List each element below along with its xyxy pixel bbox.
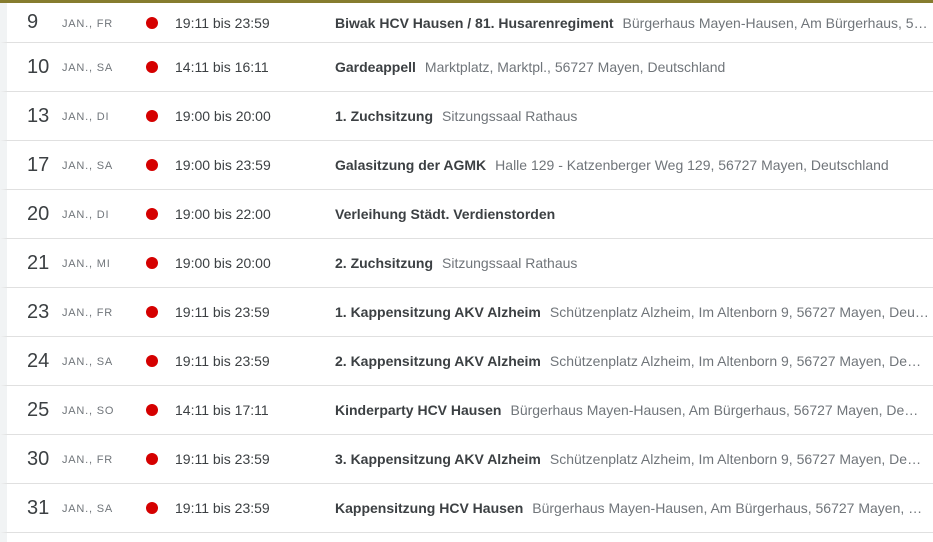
event-details[interactable]: Kinderparty HCV Hausen Bürgerhaus Mayen-H…	[335, 402, 933, 418]
event-day-number: 13	[27, 104, 50, 127]
calendar-color-dot-icon	[146, 404, 158, 416]
event-day-number: 9	[27, 11, 39, 33]
event-details[interactable]: Verleihung Städt. Verdienstorden	[335, 206, 933, 222]
event-details[interactable]: 2. Zuchsitzung Sitzungssaal Rathaus	[335, 255, 933, 271]
event-day-number: 17	[27, 153, 50, 176]
event-title: Gardeappell	[335, 59, 416, 75]
event-title: Kinderparty HCV Hausen	[335, 402, 502, 418]
event-weekday-label: JAN., SA	[62, 160, 114, 172]
event-location: Bürgerhaus Mayen-Hausen, Am Bürgerhaus, …	[510, 402, 919, 418]
event-time-range: 19:11 bis 23:59	[175, 14, 270, 31]
calendar-color-dot-icon	[146, 110, 158, 122]
event-row[interactable]: 30 JAN., FR 19:11 bis 23:59 3. Kappensit…	[0, 435, 933, 484]
calendar-color-dot-icon	[146, 159, 158, 171]
event-weekday-label: JAN., SA	[62, 356, 114, 368]
event-weekday-label: JAN., SO	[62, 405, 115, 417]
event-time-range: 14:11 bis 17:11	[175, 402, 269, 418]
event-row[interactable]: 9 JAN., FR 19:11 bis 23:59 Biwak HCV Hau…	[0, 3, 933, 43]
event-weekday-label: JAN., DI	[62, 209, 110, 221]
event-location: Sitzungssaal Rathaus	[442, 108, 578, 124]
event-location: Bürgerhaus Mayen-Hausen, Am Bürgerhaus, …	[532, 500, 923, 516]
event-row[interactable]: 10 JAN., SA 14:11 bis 16:11 Gardeappell M…	[0, 43, 933, 92]
event-time-range: 19:00 bis 20:00	[175, 108, 271, 124]
event-day-number: 31	[27, 496, 50, 519]
top-accent-bar	[0, 0, 933, 3]
event-location: Halle 129 - Katzenberger Weg 129, 56727 …	[495, 157, 889, 173]
schedule-event-list: 9 JAN., FR 19:11 bis 23:59 Biwak HCV Hau…	[0, 3, 933, 533]
event-location: Sitzungssaal Rathaus	[442, 255, 578, 271]
calendar-color-dot-icon	[146, 306, 158, 318]
event-title: Kappensitzung HCV Hausen	[335, 500, 524, 516]
event-location: Marktplatz, Marktpl., 56727 Mayen, Deuts…	[424, 59, 726, 75]
event-weekday-label: JAN., FR	[62, 17, 114, 30]
event-details[interactable]: 1. Zuchsitzung Sitzungssaal Rathaus	[335, 108, 933, 124]
event-time-range: 19:11 bis 23:59	[175, 304, 270, 320]
event-title: 3. Kappensitzung AKV Alzheim	[335, 451, 541, 467]
event-title: 1. Kappensitzung AKV Alzheim	[335, 304, 541, 320]
event-weekday-label: JAN., DI	[62, 111, 110, 123]
event-title: 2. Kappensitzung AKV Alzheim	[335, 353, 541, 369]
event-details[interactable]: 3. Kappensitzung AKV Alzheim Schützenplat…	[335, 451, 933, 467]
event-day-number: 25	[27, 398, 50, 421]
event-title: 1. Zuchsitzung	[335, 108, 433, 124]
event-time-range: 19:11 bis 23:59	[175, 353, 270, 369]
event-details[interactable]: Biwak HCV Hausen / 81. Husarenregiment Bü…	[335, 15, 933, 31]
event-row[interactable]: 24 JAN., SA 19:11 bis 23:59 2. Kappensit…	[0, 337, 933, 386]
event-day-number: 21	[27, 251, 50, 274]
event-day-number: 23	[27, 300, 50, 323]
event-time-range: 14:11 bis 16:11	[175, 59, 269, 75]
calendar-color-dot-icon	[146, 16, 158, 29]
event-weekday-label: JAN., SA	[62, 62, 114, 74]
event-row[interactable]: 31 JAN., SA 19:11 bis 23:59 Kappensitzun…	[0, 484, 933, 533]
event-details[interactable]: 2. Kappensitzung AKV Alzheim Schützenplat…	[335, 353, 933, 369]
event-time-range: 19:00 bis 22:00	[175, 206, 271, 222]
event-day-number: 30	[27, 447, 50, 470]
event-row[interactable]: 25 JAN., SO 14:11 bis 17:11 Kinderparty …	[0, 386, 933, 435]
event-title: Biwak HCV Hausen / 81. Husarenregiment	[335, 14, 614, 31]
event-details[interactable]: Kappensitzung HCV Hausen Bürgerhaus Mayen…	[335, 500, 933, 516]
event-details[interactable]: Gardeappell Marktplatz, Marktpl., 56727 M…	[335, 59, 933, 75]
event-time-range: 19:00 bis 23:59	[175, 157, 271, 173]
event-details[interactable]: 1. Kappensitzung AKV Alzheim Schützenplat…	[335, 304, 933, 320]
event-location: Schützenplatz Alzheim, Im Altenborn 9, 5…	[549, 451, 922, 467]
event-row[interactable]: 23 JAN., FR 19:11 bis 23:59 1. Kappensit…	[0, 288, 933, 337]
bottom-sliver	[0, 533, 933, 542]
event-time-range: 19:00 bis 20:00	[175, 255, 271, 271]
event-location: Schützenplatz Alzheim, Im Altenborn 9, 5…	[549, 304, 929, 320]
event-weekday-label: JAN., FR	[62, 307, 114, 319]
event-title: Galasitzung der AGMK	[335, 157, 487, 173]
event-day-number: 20	[27, 202, 50, 225]
event-title: 2. Zuchsitzung	[335, 255, 433, 271]
calendar-color-dot-icon	[146, 502, 158, 514]
event-row[interactable]: 13 JAN., DI 19:00 bis 20:00 1. Zuchsitzu…	[0, 92, 933, 141]
event-time-range: 19:11 bis 23:59	[175, 500, 270, 516]
event-row[interactable]: 17 JAN., SA 19:00 bis 23:59 Galasitzung …	[0, 141, 933, 190]
event-weekday-label: JAN., MI	[62, 258, 111, 270]
event-day-number: 10	[27, 55, 50, 78]
event-title: Verleihung Städt. Verdienstorden	[335, 206, 556, 222]
calendar-color-dot-icon	[146, 355, 158, 367]
event-location: Bürgerhaus Mayen-Hausen, Am Bürgerhaus, …	[622, 14, 928, 31]
calendar-color-dot-icon	[146, 61, 158, 73]
event-weekday-label: JAN., SA	[62, 503, 114, 515]
event-day-number: 24	[27, 349, 50, 372]
event-weekday-label: JAN., FR	[62, 454, 114, 466]
event-details[interactable]: Galasitzung der AGMK Halle 129 - Katzenbe…	[335, 157, 933, 173]
event-location: Schützenplatz Alzheim, Im Altenborn 9, 5…	[549, 353, 922, 369]
calendar-color-dot-icon	[146, 453, 158, 465]
calendar-color-dot-icon	[146, 208, 158, 220]
calendar-color-dot-icon	[146, 257, 158, 269]
event-time-range: 19:11 bis 23:59	[175, 451, 270, 467]
event-row[interactable]: 20 JAN., DI 19:00 bis 22:00 Verleihung S…	[0, 190, 933, 239]
event-row[interactable]: 21 JAN., MI 19:00 bis 20:00 2. Zuchsitzu…	[0, 239, 933, 288]
